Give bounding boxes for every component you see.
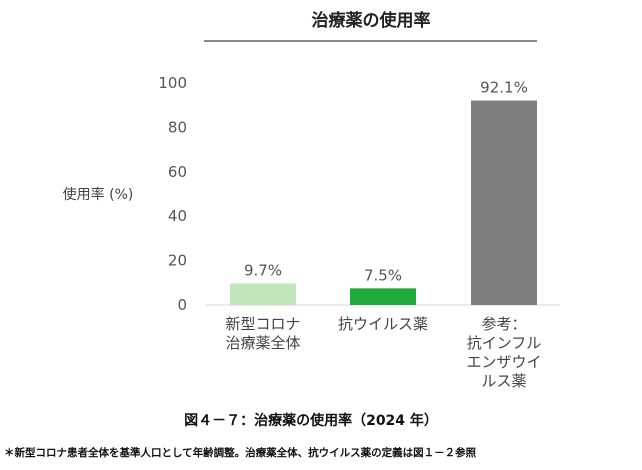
bar [471, 100, 537, 306]
y-axis-label: 使用率 (%) [63, 186, 134, 203]
y-tick-label: 0 [177, 296, 187, 314]
bar [350, 288, 416, 305]
data-labels: 9.7% 7.5% 92.1% [244, 79, 528, 285]
y-tick-label: 40 [168, 207, 187, 225]
figure-caption: 図４－７：治療薬の使用率（2024 年） [184, 412, 438, 429]
y-tick-label: 20 [168, 252, 187, 270]
y-tick-label: 80 [168, 118, 187, 136]
footnote: ＊新型コロナ患者全体を基準人口として年齢調整。治療薬全体、抗ウイルス薬の定義は図… [4, 446, 477, 459]
category-labels: 新型コロナ治療薬全体 抗ウイルス薬 参考：抗インフルエンザウイルス薬 [225, 315, 541, 390]
y-tick-label: 100 [158, 74, 187, 92]
y-tick-labels: 0 20 40 60 80 100 [158, 74, 187, 314]
y-tick-label: 60 [168, 163, 187, 181]
category-label: 抗ウイルス薬 [338, 315, 428, 333]
bar [230, 283, 296, 305]
category-label: 新型コロナ治療薬全体 [225, 315, 300, 352]
data-label: 7.5% [364, 266, 402, 284]
data-label: 92.1% [480, 79, 528, 97]
chart-title: 治療薬の使用率 [312, 10, 431, 31]
bars [230, 100, 537, 306]
data-label: 9.7% [244, 261, 282, 279]
category-label: 参考：抗インフルエンザウイルス薬 [466, 315, 541, 390]
